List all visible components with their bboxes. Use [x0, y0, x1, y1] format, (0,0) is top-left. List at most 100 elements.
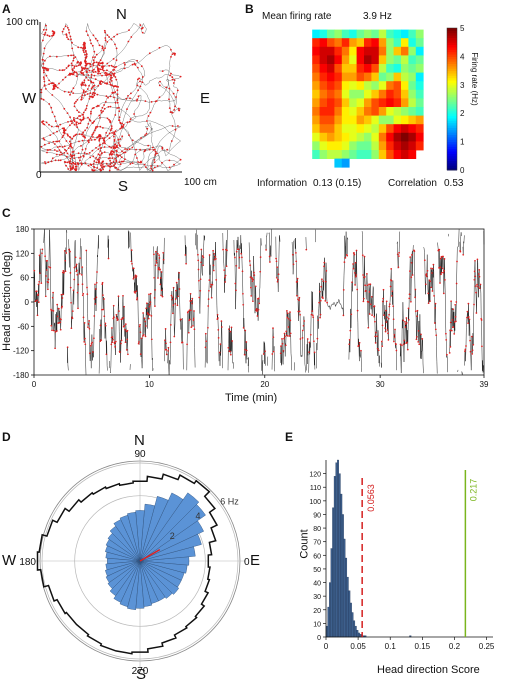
panel-c-spike [286, 310, 288, 312]
polar-bar [113, 519, 141, 562]
panel-a-spike [115, 150, 118, 153]
panel-c-spike [283, 337, 285, 340]
panel-a-spike [73, 118, 75, 121]
panel-c-spike [212, 249, 214, 252]
panel-c-spike [226, 249, 228, 252]
panel-a-spike [77, 152, 80, 155]
panel-a-spike [128, 120, 131, 123]
colorbar-segment [447, 61, 457, 64]
panel-a-spike [85, 55, 88, 58]
panel-c-spike [120, 339, 123, 342]
heatmap-cell [312, 141, 320, 151]
panel-c-spike [356, 309, 359, 312]
panel-a-spike [82, 43, 85, 46]
panel-a-spike [73, 105, 76, 108]
panel-c-spike [453, 333, 456, 335]
colorbar-segment [447, 158, 457, 162]
panel-c-spike [39, 272, 41, 275]
panel-c-spike [162, 258, 165, 261]
panel-a-spike [71, 151, 74, 153]
panel-c-spike [213, 258, 216, 261]
panel-a-spike [66, 112, 69, 114]
panel-a-spike [136, 99, 138, 102]
panel-a-spike [61, 127, 64, 130]
panel-c-spike [82, 316, 85, 319]
panel-c-spike [454, 303, 457, 306]
panel-c-spike [474, 275, 477, 278]
panel-c-spike [159, 283, 162, 286]
panel-c-spike [81, 283, 84, 286]
panel-c-spike [381, 324, 384, 327]
panel-a-spike [101, 106, 104, 109]
panel-c-spike [387, 317, 390, 320]
panel-a-spike [101, 81, 104, 83]
panel-c-spike [155, 259, 158, 262]
panel-b-info-label: Information [257, 178, 308, 189]
heatmap-cell [371, 98, 380, 108]
heatmap-cell [408, 81, 417, 91]
panel-a-spike [93, 74, 96, 77]
panel-a-spike [158, 96, 161, 99]
panel-c-spike [59, 321, 62, 324]
panel-a-spike [101, 62, 104, 65]
panel-a-spike [153, 161, 156, 164]
panel-a-spike [96, 136, 98, 139]
panel-a-spike [104, 37, 107, 39]
panel-c-spike [238, 267, 240, 269]
heatmap-cell [341, 55, 350, 65]
panel-a-spike [108, 132, 111, 135]
panel-c-spike [93, 337, 95, 340]
panel-a-spike [86, 67, 89, 70]
panel-c-spike [113, 342, 116, 345]
panel-a-spike [61, 69, 64, 72]
panel-a-spike [149, 111, 152, 114]
panel-c-spike [410, 300, 412, 303]
polar-bar [107, 533, 141, 562]
panel-c-spike [316, 337, 319, 340]
panel-c-spike [384, 330, 387, 333]
panel-c-spike [259, 256, 262, 258]
panel-e-ytick-label: 70 [313, 540, 321, 547]
panel-a-spike [89, 65, 92, 68]
panel-a-spike [84, 109, 87, 111]
panel-a-spike [131, 63, 134, 66]
heatmap-cell [349, 89, 357, 99]
panel-c-spike [374, 342, 377, 344]
panel-a-spike [83, 51, 85, 53]
heatmap-cell [408, 141, 417, 151]
panel-c-spike [186, 343, 188, 346]
panel-a-south: S [118, 178, 129, 195]
panel-a-spike [114, 167, 117, 169]
heatmap-cell [371, 72, 380, 82]
panel-c-spike [115, 317, 118, 319]
panel-c-spike [322, 280, 325, 283]
colorbar-tick-label: 3 [460, 81, 465, 90]
heatmap-cell [364, 29, 372, 39]
panel-c-spike [349, 329, 352, 332]
panel-e-ytick-label: 90 [313, 512, 321, 519]
colorbar-segment [447, 153, 457, 157]
panel-c-spike [287, 326, 290, 328]
panel-a-spike [76, 109, 79, 112]
panel-a-spike [124, 151, 127, 154]
heatmap-cell [378, 141, 387, 151]
panel-c-spike [414, 310, 417, 313]
panel-a-spike [55, 85, 57, 88]
panel-a-spike [73, 65, 76, 68]
panel-c-spike [65, 252, 68, 254]
panel-c-spike [353, 252, 355, 254]
heatmap-cell [334, 64, 343, 73]
heatmap-cell [319, 72, 328, 82]
panel-a-spike [95, 161, 98, 164]
panel-c-spike [138, 341, 140, 343]
panel-c-spike [481, 345, 483, 348]
panel-c-spike [172, 286, 175, 289]
heatmap-cell [341, 29, 350, 39]
panel-a-spike [100, 152, 103, 155]
panel-c-spike [87, 323, 90, 325]
heatmap-cell [334, 55, 343, 65]
panel-c-spike [438, 248, 441, 251]
heatmap-cell [401, 46, 409, 56]
panel-a-spike [114, 130, 117, 133]
panel-a-spike [51, 30, 54, 32]
